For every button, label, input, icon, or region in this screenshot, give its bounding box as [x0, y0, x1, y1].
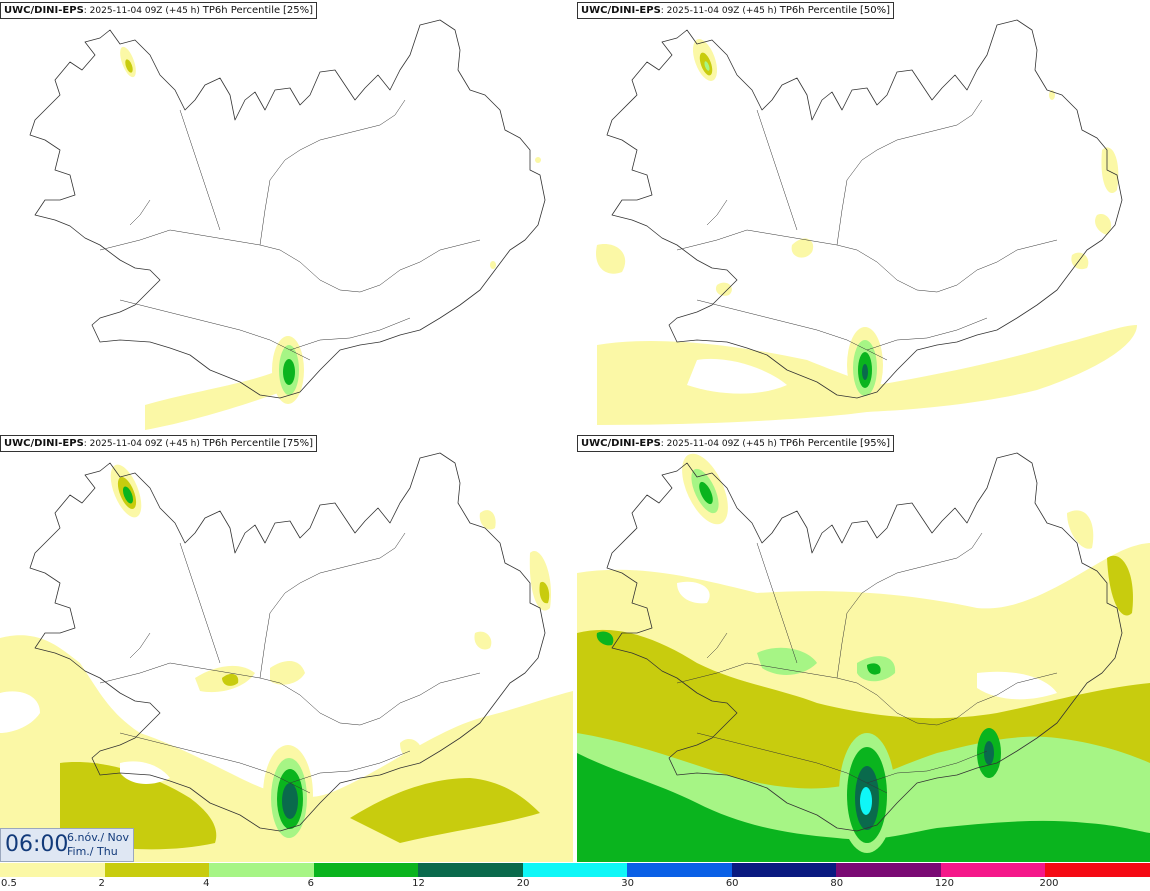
valid-date: 6.nóv./ Nov Fim./ Thu	[67, 831, 129, 859]
panel-title: UWC/DINI-EPS: 2025-11-04 09Z (+45 h) TP6…	[577, 435, 895, 452]
precip-map-p95	[577, 452, 1150, 862]
precip-map-p50	[596, 19, 1137, 425]
panel-title: UWC/DINI-EPS: 2025-11-04 09Z (+45 h) TP6…	[577, 2, 895, 19]
legend-swatch	[731, 863, 837, 877]
precip-map-p25	[29, 19, 546, 430]
legend-tick-label: 6	[307, 878, 314, 889]
date-line-1: 6.nóv./ Nov	[67, 831, 130, 844]
legend-tick-label: 60	[725, 878, 739, 889]
map-panel-p95: UWC/DINI-EPS: 2025-11-04 09Z (+45 h) TP6…	[577, 433, 1150, 862]
precip-field	[577, 453, 1150, 862]
legend-tick-label: 2	[98, 878, 105, 889]
legend-swatch	[1045, 863, 1150, 877]
legend-tick-label: 80	[830, 878, 844, 889]
legend-tick-label: 0.5	[1, 878, 17, 889]
map-panel-p50: UWC/DINI-EPS: 2025-11-04 09Z (+45 h) TP6…	[577, 0, 1150, 430]
legend-swatch	[313, 863, 419, 877]
panel-divider-horizontal	[0, 430, 1150, 433]
date-line-2: Fim./ Thu	[67, 845, 118, 858]
panel-title: UWC/DINI-EPS: 2025-11-04 09Z (+45 h) TP6…	[0, 2, 318, 19]
legend-swatch	[0, 863, 106, 877]
precip-field	[120, 46, 541, 430]
legend-swatch	[836, 863, 942, 877]
valid-time-box: 06:00 6.nóv./ Nov Fim./ Thu	[0, 828, 134, 862]
legend-tick-label: 120	[934, 878, 954, 889]
map-panel-p25: UWC/DINI-EPS: 2025-11-04 09Z (+45 h) TP6…	[0, 0, 573, 430]
precip-map-p75	[0, 452, 573, 862]
legend-swatch	[104, 863, 210, 877]
legend-swatch	[209, 863, 315, 877]
legend-swatch	[522, 863, 628, 877]
legend-tick-label: 12	[412, 878, 425, 889]
legend-tick-label: 30	[621, 878, 634, 889]
legend-swatch	[940, 863, 1046, 877]
legend-swatch	[418, 863, 524, 877]
legend-swatch	[627, 863, 733, 877]
map-panel-p75: UWC/DINI-EPS: 2025-11-04 09Z (+45 h) TP6…	[0, 433, 573, 862]
legend-tick-label: 20	[516, 878, 530, 889]
legend-tick-label: 4	[203, 878, 210, 889]
valid-time: 06:00	[5, 832, 69, 857]
precip-field	[596, 39, 1137, 425]
panel-title: UWC/DINI-EPS: 2025-11-04 09Z (+45 h) TP6…	[0, 435, 318, 452]
color-scale-legend: 0.5 2 4 6 12 20 30 60 80 120 200	[0, 862, 1150, 891]
legend-tick-label: 200	[1039, 878, 1059, 889]
precip-field	[0, 464, 573, 862]
